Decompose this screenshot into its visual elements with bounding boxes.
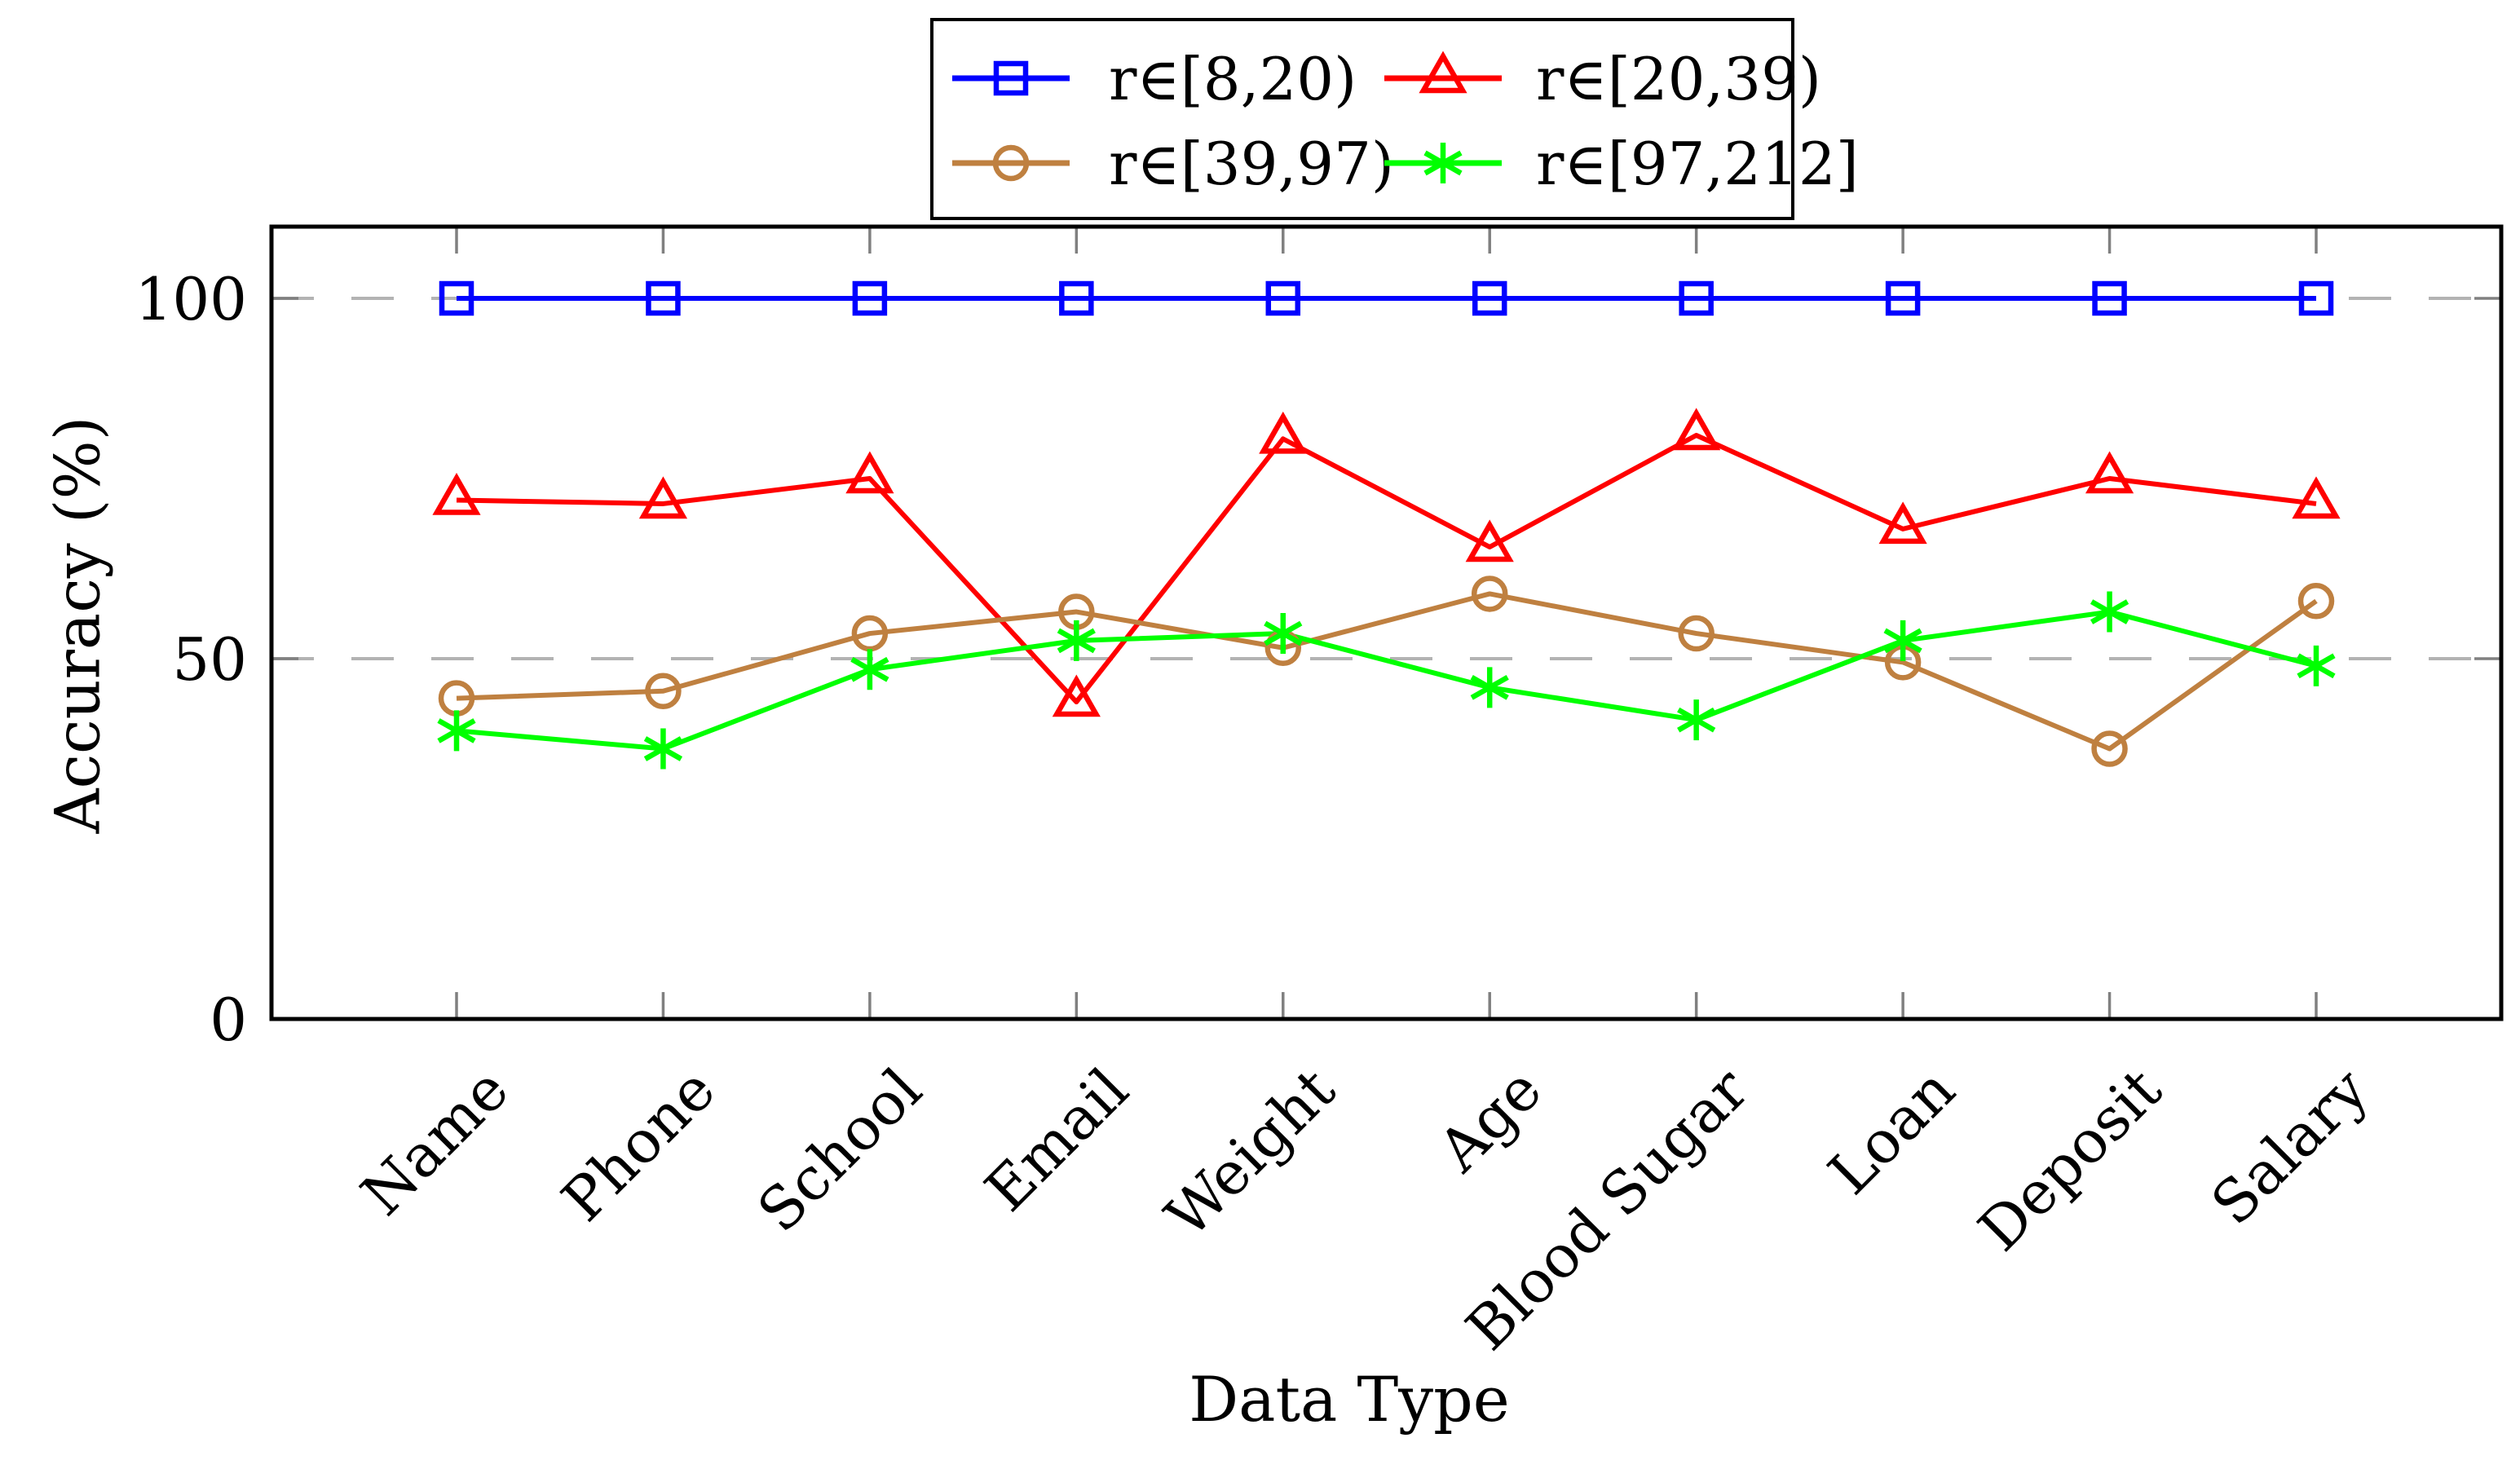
star-marker (1264, 613, 1303, 655)
star-marker (1470, 667, 1509, 708)
circle-marker (992, 144, 1030, 182)
circle-marker (1678, 615, 1715, 652)
square-marker (852, 280, 888, 316)
triangle-marker (845, 451, 894, 494)
x-tick-label-age: Age (1424, 1055, 1555, 1185)
triangle-marker (1465, 519, 1514, 562)
star-marker (437, 710, 476, 752)
y-tick-label-0: 0 (210, 986, 247, 1054)
triangle-marker (638, 476, 688, 519)
square-marker (1679, 280, 1714, 316)
triangle-marker (2085, 451, 2134, 494)
star-marker (1677, 699, 1716, 741)
star-marker (850, 649, 889, 690)
x-axis-title: Data Type (1189, 1363, 1510, 1436)
square-marker (993, 60, 1029, 96)
legend-label-0: r∈[8,20) (1109, 45, 1357, 113)
triangle-marker (432, 472, 481, 515)
triangle-marker (1419, 51, 1467, 94)
x-tick-label-loan: Loan (1816, 1055, 1968, 1207)
x-tick-label-email: Email (972, 1055, 1141, 1224)
square-marker (1472, 280, 1507, 316)
circle-marker (2091, 730, 2128, 767)
series-line-1 (456, 432, 2317, 705)
circle-marker (851, 615, 889, 652)
plot-frame (269, 224, 2504, 1021)
star-marker (643, 728, 683, 770)
square-marker (439, 280, 474, 316)
legend-label-1: r∈[20,39) (1536, 45, 1821, 113)
square-marker (646, 280, 681, 316)
square-marker (1265, 280, 1301, 316)
x-tick-label-weight: Weight (1153, 1055, 1348, 1250)
x-tick-label-name: Name (348, 1055, 522, 1228)
triangle-marker (2292, 476, 2341, 519)
star-marker (2090, 591, 2129, 633)
triangle-marker (1672, 408, 1721, 451)
x-tick-label-deposit: Deposit (1966, 1055, 2175, 1264)
square-marker (2092, 280, 2127, 316)
square-marker (1885, 280, 1921, 316)
legend-box (930, 18, 1794, 220)
series-line-3 (456, 609, 2317, 752)
star-marker (1883, 620, 1922, 661)
square-marker (1059, 280, 1094, 316)
triangle-marker (1259, 411, 1308, 454)
x-tick-label-salary: Salary (2198, 1055, 2381, 1238)
y-tick-label-100: 100 (135, 265, 247, 333)
y-axis-title: Accuracy (%) (41, 416, 114, 834)
star-marker (2297, 645, 2336, 686)
star-marker (1057, 620, 1096, 661)
triangle-marker (1052, 674, 1101, 717)
x-tick-label-school: School (744, 1055, 934, 1245)
circle-marker (1471, 576, 1508, 612)
circle-marker (645, 673, 682, 710)
y-tick-label-50: 50 (172, 625, 247, 694)
triangle-marker (1878, 501, 1927, 545)
x-tick-label-phone: Phone (549, 1055, 728, 1234)
legend-label-2: r∈[39,97) (1109, 130, 1394, 198)
star-marker (1423, 143, 1463, 183)
legend-label-3: r∈[97,212] (1536, 130, 1859, 198)
square-marker (2298, 280, 2334, 316)
series-line-2 (456, 591, 2318, 752)
circle-marker (2297, 583, 2335, 620)
